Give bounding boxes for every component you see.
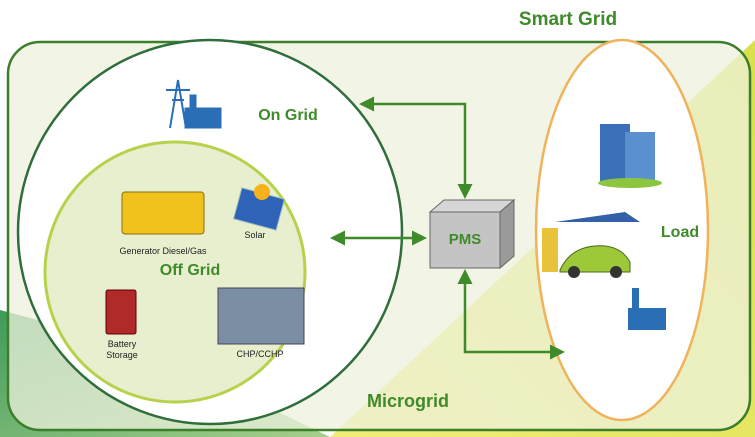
smart-grid-title: Smart Grid	[519, 9, 617, 30]
pms-label: PMS	[449, 231, 482, 248]
label-line: Generator Diesel/Gas	[119, 246, 207, 256]
load-label: Load	[661, 224, 699, 241]
battery-icon	[106, 290, 136, 334]
generator-icon	[122, 192, 204, 234]
sun-icon	[254, 184, 270, 200]
on-grid-label: On Grid	[258, 107, 318, 124]
generator-label: Generator Diesel/Gas	[119, 246, 207, 256]
chp-icon	[218, 288, 304, 344]
chp-label: CHP/CCHP	[236, 349, 283, 359]
solar-label: Solar	[244, 230, 265, 240]
label-line: Battery	[108, 339, 137, 349]
microgrid-label: Microgrid	[367, 391, 449, 411]
label-line: CHP/CCHP	[236, 349, 283, 359]
diagram: Smart Grid On Grid Generator Diesel/Gas …	[0, 0, 755, 437]
building-icon	[598, 124, 662, 188]
label-line: Solar	[244, 230, 265, 240]
label-line: Storage	[106, 350, 138, 360]
off-grid-label: Off Grid	[160, 262, 220, 279]
page: Smart Grid On Grid Generator Diesel/Gas …	[0, 0, 755, 437]
